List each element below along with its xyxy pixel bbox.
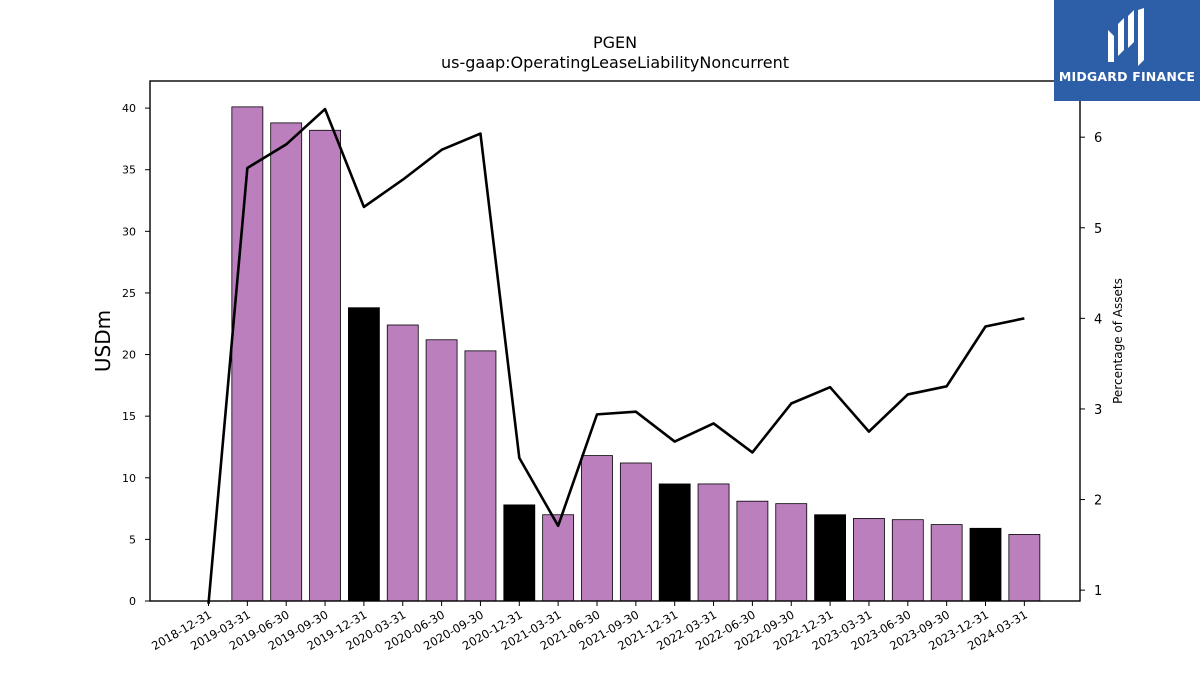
y2-axis-label: Percentage of Assets: [1111, 278, 1125, 404]
y-tick-label: 0: [129, 595, 136, 608]
plot-frame: [149, 80, 1081, 602]
bar: [736, 500, 769, 602]
bar: [969, 527, 1002, 602]
bar: [658, 483, 691, 602]
y-tick-label: 40: [122, 102, 136, 115]
bar: [697, 483, 730, 602]
bar: [503, 504, 536, 602]
y-tick-label: 20: [122, 349, 136, 362]
y2-tick-label: 3: [1094, 403, 1102, 418]
y-tick-label: 5: [129, 533, 136, 546]
y-tick-label: 35: [122, 164, 136, 177]
percentage-line: [207, 107, 1025, 604]
bar: [386, 324, 419, 602]
y2-tick-label: 2: [1094, 494, 1102, 509]
chart-subtitle: us-gaap:OperatingLeaseLiabilityNoncurren…: [440, 53, 790, 72]
y2-tick-label: 6: [1094, 131, 1102, 146]
bar: [309, 129, 341, 602]
bar: [425, 339, 458, 602]
bar: [891, 519, 924, 602]
midgard-logo-icon: [1108, 8, 1144, 66]
bar: [775, 503, 808, 602]
brand-logo: MIDGARD FINANCE: [1054, 0, 1200, 101]
y-tick-label: 25: [122, 287, 136, 300]
bar: [814, 514, 846, 602]
y-axis-label: USDm: [91, 310, 115, 372]
logo-text: MIDGARD FINANCE: [1058, 69, 1196, 84]
bar: [1008, 534, 1041, 602]
y2-tick-label: 1: [1094, 584, 1102, 599]
chart-title: PGEN: [592, 33, 638, 52]
bar: [231, 106, 264, 602]
y-tick-label: 30: [122, 225, 136, 238]
y2-tick-label: 4: [1094, 312, 1102, 327]
bar: [347, 307, 380, 602]
bar: [930, 524, 963, 602]
bar: [853, 518, 885, 602]
bar: [464, 350, 497, 602]
bar: [542, 514, 575, 602]
y-tick-label: 10: [122, 472, 136, 485]
bar: [619, 462, 652, 602]
y-tick-label: 15: [122, 410, 136, 423]
bar: [581, 455, 613, 602]
y2-tick-label: 5: [1094, 222, 1102, 237]
bar: [270, 122, 303, 602]
